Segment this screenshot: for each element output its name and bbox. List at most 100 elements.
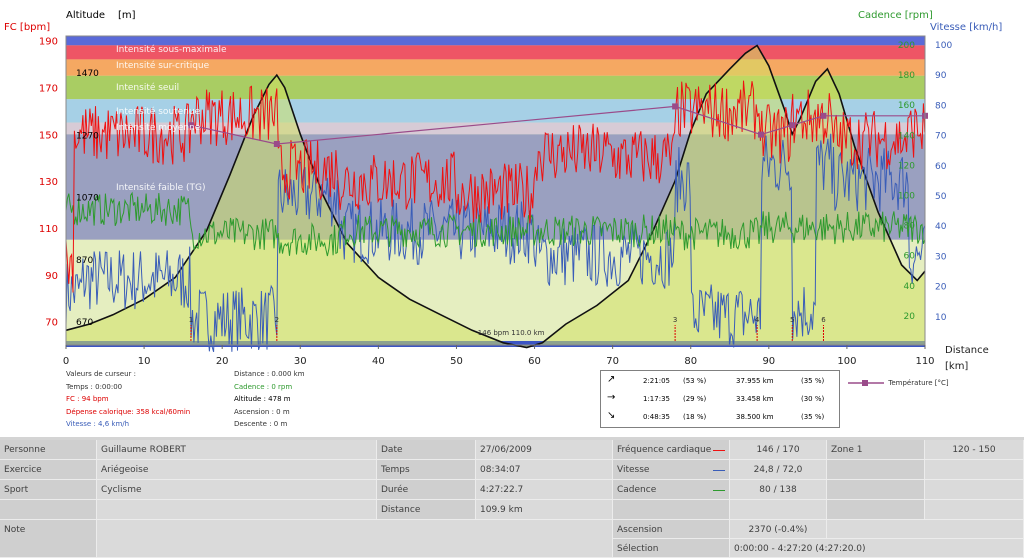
x-tick-label: 30 <box>294 356 307 367</box>
stats-time: 2:21:05 <box>643 377 670 385</box>
selection-value: 0:00:00 - 4:27:20 (4:27:20.0) <box>730 539 1024 558</box>
arrow-right-icon: → <box>607 392 616 403</box>
x-tick-label: 80 <box>684 356 697 367</box>
zone-label: Intensité sous-maximale <box>116 44 227 55</box>
zone-label: Intensité faible (TG) <box>116 182 206 193</box>
zone-label: Intensité moyenne <box>116 122 201 133</box>
cadence-tick-label: 20 <box>904 312 916 322</box>
stats-time-pct: (18 %) <box>683 413 707 421</box>
stats-time: 0:48:35 <box>643 413 670 421</box>
speed-tick-label: 70 <box>935 132 947 142</box>
lap-marker-label: 3 <box>673 316 677 324</box>
speed-label: Vitesse <box>613 460 730 480</box>
cadence-swatch-icon <box>713 490 725 491</box>
time-value: 08:34:07 <box>476 460 613 480</box>
altitude-tick-label: 1070 <box>76 194 99 204</box>
x-tick-label: 70 <box>606 356 619 367</box>
speed-label-text: Vitesse <box>617 465 650 475</box>
fc-tick-label: 70 <box>45 318 58 329</box>
duration-label: Durée <box>377 480 476 500</box>
x-tick-label: 50 <box>450 356 463 367</box>
speed-tick-label: 50 <box>935 192 947 202</box>
heart-rate-label-text: Fréquence cardiaque <box>617 445 712 455</box>
stats-time-pct: (53 %) <box>683 377 707 385</box>
fc-tick-label: 150 <box>39 130 58 141</box>
altitude-area <box>66 45 925 348</box>
cursor-time: Temps : 0:00:00 <box>66 382 123 391</box>
cursor-energy: Dépense calorique: 358 kcal/60min <box>66 407 191 416</box>
temperature-legend-line-icon <box>848 380 884 386</box>
cursor-heading: Valeurs de curseur : <box>66 370 136 378</box>
zone-band <box>66 45 925 60</box>
cadence-tick-label: 180 <box>898 71 915 81</box>
speed-tick-label: 10 <box>935 313 947 323</box>
fc-tick-label: 110 <box>39 224 58 235</box>
altitude-tick-label: 1270 <box>76 131 99 141</box>
cadence-label-text: Cadence <box>617 485 657 495</box>
date-value: 27/06/2009 <box>476 440 613 460</box>
person-label: Personne <box>0 440 97 460</box>
time-label: Temps <box>377 460 476 480</box>
zone-label: Intensité soutenue <box>116 106 201 117</box>
stats-distance: 33.458 km <box>736 395 774 403</box>
stats-time-pct: (29 %) <box>683 395 707 403</box>
fc-tick-label: 190 <box>39 37 58 48</box>
zone-label: Intensité seuil <box>116 82 179 93</box>
distance-label: Distance <box>377 500 476 520</box>
stats-row-down: ↘ 0:48:35 (18 %) 38.500 km (35 %) <box>601 409 839 427</box>
stats-time: 1:17:35 <box>643 395 670 403</box>
selection-label: Sélection <box>613 539 730 558</box>
speed-line <box>65 133 926 353</box>
altitude-tick-label: 870 <box>76 256 93 266</box>
arrow-up-right-icon: ↗ <box>607 374 616 385</box>
date-label: Date <box>377 440 476 460</box>
x-tick-label: 20 <box>216 356 229 367</box>
lap-marker-label: 1 <box>189 316 193 324</box>
altitude-axis-unit: [m] <box>118 10 136 21</box>
arrow-down-right-icon: ↘ <box>607 410 616 421</box>
lap-marker-label: 2 <box>275 316 279 324</box>
cursor-speed: Vitesse : 4,6 km/h <box>66 420 130 428</box>
cadence-tick-label: 40 <box>904 282 916 292</box>
temperature-legend: Température [°C] <box>846 378 949 388</box>
cursor-cadence: Cadence : 0 rpm <box>234 382 293 391</box>
stats-distance-pct: (35 %) <box>801 413 825 421</box>
exercise-label: Exercice <box>0 460 97 480</box>
cadence-tick-label: 100 <box>898 192 915 202</box>
cursor-fc: FC : 94 bpm <box>66 395 109 403</box>
note-value[interactable] <box>97 520 613 558</box>
zone-label: Zone 1 <box>827 440 925 460</box>
temperature-point <box>758 131 765 138</box>
slope-stats-box: ↗ 2:21:05 (53 %) 37.955 km (35 %) → 1:17… <box>600 370 840 428</box>
training-chart[interactable]: 1 2 3 4 5 6 146 bpm 110.0 km 0 10 20 30 40 50 60 70 80… <box>0 0 1024 372</box>
speed-tick-label: 40 <box>935 222 947 232</box>
zone-band <box>66 59 925 76</box>
cursor-distance: Distance : 0.000 km <box>234 370 305 378</box>
cursor-altitude: Altitude : 478 m <box>234 395 291 403</box>
stats-distance: 37.955 km <box>736 377 774 385</box>
altitude-line <box>65 44 926 349</box>
cadence-line <box>65 191 926 257</box>
zone-band <box>66 122 925 135</box>
lap-marker-label: 4 <box>755 316 760 324</box>
heart-rate-swatch-icon <box>713 450 725 451</box>
fc-tick-label: 170 <box>39 84 58 95</box>
speed-tick-label: 80 <box>935 101 947 111</box>
sport-value: Cyclisme <box>97 480 377 500</box>
temperature-point <box>672 103 679 110</box>
note-label: Note <box>0 520 97 558</box>
zone-band <box>66 75 925 100</box>
fc-tick-label: 90 <box>45 271 58 282</box>
distance-value: 109.9 km <box>476 500 613 520</box>
speed-tick-label: 60 <box>935 162 947 172</box>
cadence-label: Cadence <box>613 480 730 500</box>
stats-row-up: ↗ 2:21:05 (53 %) 37.955 km (35 %) <box>601 373 839 391</box>
altitude-tick-label: 670 <box>76 318 93 328</box>
x-tick-label: 40 <box>372 356 385 367</box>
cursor-values-panel: Valeurs de curseur : Temps : 0:00:00 FC … <box>66 368 306 432</box>
speed-tick-label: 100 <box>935 41 952 51</box>
stats-distance-pct: (35 %) <box>801 377 825 385</box>
temperature-point <box>789 122 796 129</box>
zone-range: 120 - 150 <box>925 440 1024 460</box>
distance-axis-title: Distance <box>945 345 989 356</box>
